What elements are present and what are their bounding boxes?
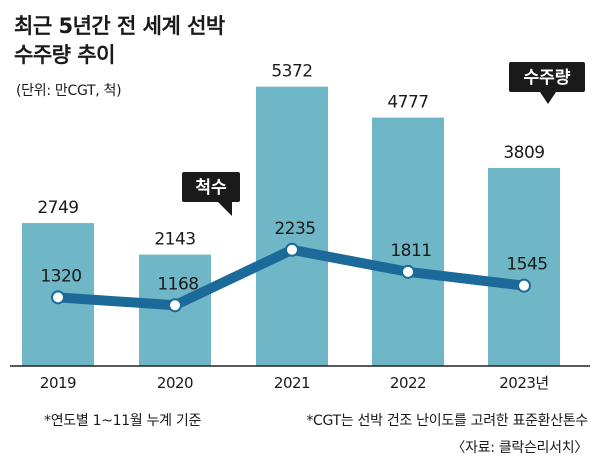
line-value-label: 1320 (40, 266, 81, 286)
line-value-label: 1168 (157, 274, 198, 294)
bar-2023년 (488, 167, 560, 366)
callout-bar-pointer (540, 92, 556, 104)
callout-line-pointer (218, 202, 232, 216)
bar-2022 (372, 117, 444, 366)
line-point (51, 290, 65, 305)
x-tick-label: 2020 (157, 374, 193, 392)
bar-value-label: 5372 (271, 62, 312, 82)
x-tick-label: 2023년 (499, 374, 548, 392)
line-value-label: 1545 (506, 255, 547, 275)
callout-bar-box (509, 62, 585, 92)
x-tick-label: 2022 (390, 374, 426, 392)
bar-value-label: 3809 (503, 143, 544, 163)
x-tick-label: 2019 (40, 374, 76, 392)
unit-label: (단위: 만CGT, 척) (16, 83, 122, 99)
x-tick-label: 2021 (274, 374, 310, 392)
bar-value-label: 2749 (37, 198, 78, 218)
note-left: *연도별 1~11월 누계 기준 (44, 413, 202, 429)
chart-title-line2: 수주량 추이 (14, 43, 115, 67)
line-point (168, 298, 182, 313)
callout-line-label: 척수 (195, 178, 227, 198)
line-point (401, 264, 415, 279)
callout-line-box (182, 172, 240, 202)
source-label: 〈자료: 클락슨리서치〉 (451, 440, 588, 456)
line-value-label: 1811 (390, 241, 431, 261)
bar-value-label: 2143 (154, 230, 195, 250)
line-point (285, 242, 299, 257)
note-right: *CGT는 선박 건조 난이도를 고려한 표준환산톤수 (306, 413, 588, 429)
line-value-label: 2235 (274, 219, 315, 239)
bar-2021 (256, 86, 328, 366)
chart-title-line1: 최근 5년간 전 세계 선박 (14, 14, 225, 38)
callout-bar-label: 수주량 (524, 68, 571, 88)
line-point (517, 278, 531, 293)
bar-value-label: 4777 (387, 93, 428, 113)
chart-title: 최근 5년간 전 세계 선박 수주량 추이 (14, 12, 225, 70)
